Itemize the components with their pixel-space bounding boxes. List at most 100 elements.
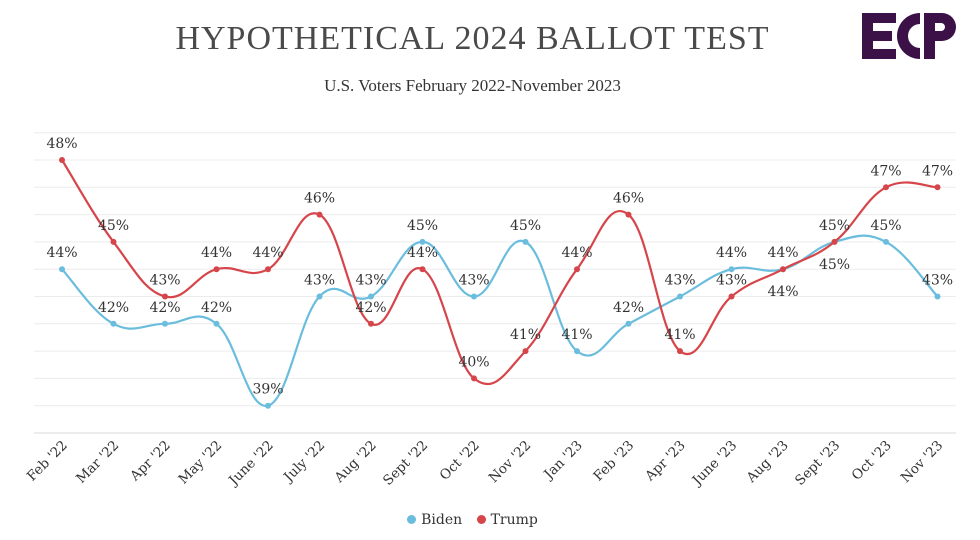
trump-point [110,238,117,245]
trump-data-label: 44% [561,245,592,261]
biden-data-label: 45% [407,218,438,234]
ecp-logo [862,13,956,59]
trump-data-label: 44% [252,245,283,261]
biden-point [574,348,580,355]
biden-data-label: 45% [870,218,901,234]
legend-item-biden[interactable]: Biden [407,512,462,528]
trump-data-label: 41% [664,327,695,343]
x-tick-label: May '22 [175,438,225,488]
trump-point [574,266,580,273]
chart-title: HYPOTHETICAL 2024 BALLOT TEST [175,20,770,57]
trump-data-label: 40% [458,354,489,370]
biden-point [110,320,117,327]
trump-point [59,157,65,163]
trump-data-label: 42% [355,300,386,316]
biden-point [522,238,529,245]
trump-point [316,211,323,218]
trump-data-label: 44% [767,245,798,261]
x-tick-label: Oct '23 [849,438,895,484]
trump-data-label: 45% [98,218,129,234]
biden-data-label: 43% [664,273,695,289]
trump-data-label: 48% [46,136,77,152]
trump-data-label: 43% [149,273,180,289]
chart-subtitle: U.S. Voters February 2022-November 2023 [324,76,621,95]
biden-data-label: 42% [613,300,644,316]
legend-swatch-biden [407,515,417,524]
trump-point [213,266,220,273]
x-tick-label: June '22 [225,438,277,490]
trump-data-label: 44% [201,245,232,261]
biden-data-label: 44% [46,245,77,261]
x-tick-label: June '23 [688,438,740,490]
biden-point [316,293,323,300]
biden-point [625,320,632,327]
biden-point [419,238,426,245]
trump-data-label: 45% [819,218,850,234]
trump-data-label: 47% [922,163,953,179]
x-tick-label: Apr '22 [126,438,173,485]
biden-point [368,293,374,300]
biden-data-label: 43% [304,273,335,289]
x-tick-label: Jan '23 [540,438,586,484]
biden-data-label: 43% [355,273,386,289]
biden-data-label: 44% [716,245,747,261]
x-tick-label: Mar '22 [73,438,122,487]
trump-point [677,348,683,355]
x-tick-label: Apr '23 [641,438,688,485]
biden-point [265,402,271,409]
trump-point [471,375,477,382]
chart-legend: Biden Trump [0,512,945,528]
x-tick-label: Nov '22 [486,438,535,487]
x-tick-label: Feb '23 [590,438,637,485]
legend-label-trump: Trump [490,512,538,528]
trump-data-label: 41% [510,327,541,343]
trump-data-label: 44% [407,245,438,261]
trump-point [934,184,941,191]
biden-point [59,266,65,273]
biden-data-label: 39% [252,382,283,398]
trump-point [265,266,271,273]
x-tick-label: Aug '23 [743,438,792,487]
biden-data-label: 45% [819,257,850,273]
legend-label-biden: Biden [421,512,463,528]
biden-data-label: 43% [922,273,953,289]
trump-data-label: 46% [613,191,644,207]
trump-point [883,184,889,191]
biden-point [213,320,220,327]
trump-point [368,320,374,327]
trump-data-label: 47% [870,163,901,179]
biden-point [883,238,889,245]
trump-point [162,293,168,300]
logo-p-shape [924,13,956,59]
trump-data-label: 46% [304,191,335,207]
trump-data-label: 43% [716,273,747,289]
biden-data-label: 45% [510,218,541,234]
x-tick-label: Oct '22 [437,438,483,484]
legend-item-trump[interactable]: Trump [476,512,538,528]
biden-data-label: 41% [561,327,592,343]
biden-data-label: 42% [98,300,129,316]
x-tick-label: Nov '23 [898,438,947,487]
trump-point [522,348,529,355]
biden-point [162,320,168,327]
x-tick-label: Aug '22 [331,438,380,487]
trump-point [831,238,838,245]
biden-point [934,293,941,300]
trump-point [728,293,735,300]
trump-point [419,266,426,273]
biden-point [677,293,683,300]
x-tick-label: July '22 [279,438,328,487]
biden-point [471,293,477,300]
x-tick-label: Sept '23 [792,438,843,489]
legend-swatch-trump [476,515,486,524]
series-line-trump [61,159,938,386]
biden-data-label: 43% [458,273,489,289]
logo-c-shape [897,13,920,59]
trump-point [625,211,632,218]
biden-point [728,266,735,273]
logo-e-shape [862,13,896,59]
trump-point [780,266,786,273]
x-tick-label: Feb '22 [24,438,71,485]
x-tick-label: Sept '22 [380,438,431,489]
